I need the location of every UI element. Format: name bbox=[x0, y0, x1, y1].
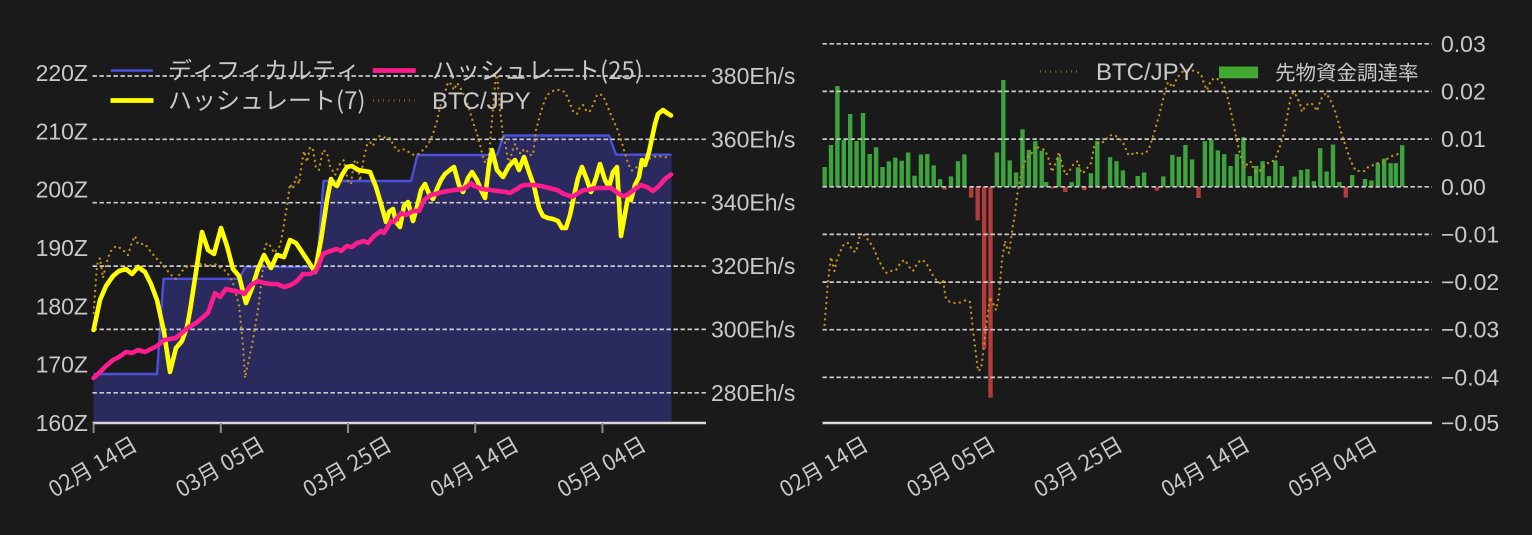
svg-text:BTC/JPY: BTC/JPY bbox=[432, 88, 531, 115]
svg-text:280Eh/s: 280Eh/s bbox=[711, 380, 795, 406]
svg-text:0.00: 0.00 bbox=[1441, 174, 1486, 200]
svg-text:220Z: 220Z bbox=[36, 60, 88, 86]
svg-text:210Z: 210Z bbox=[36, 118, 88, 144]
svg-text:300Eh/s: 300Eh/s bbox=[711, 316, 795, 342]
svg-text:−0.02: −0.02 bbox=[1441, 269, 1499, 295]
svg-text:200Z: 200Z bbox=[36, 177, 88, 203]
svg-text:BTC/JPY: BTC/JPY bbox=[1096, 59, 1195, 86]
svg-text:380Eh/s: 380Eh/s bbox=[711, 63, 795, 89]
svg-text:340Eh/s: 340Eh/s bbox=[711, 190, 795, 216]
svg-text:160Z: 160Z bbox=[36, 410, 88, 436]
svg-text:−0.03: −0.03 bbox=[1441, 317, 1499, 343]
svg-text:−0.04: −0.04 bbox=[1441, 364, 1499, 390]
svg-text:170Z: 170Z bbox=[36, 352, 88, 378]
svg-text:0.02: 0.02 bbox=[1441, 78, 1486, 104]
svg-text:−0.01: −0.01 bbox=[1441, 221, 1499, 247]
svg-text:180Z: 180Z bbox=[36, 293, 88, 319]
svg-text:190Z: 190Z bbox=[36, 235, 88, 261]
svg-text:360Eh/s: 360Eh/s bbox=[711, 126, 795, 152]
svg-text:0.01: 0.01 bbox=[1441, 126, 1486, 152]
svg-text:0.03: 0.03 bbox=[1441, 31, 1486, 57]
svg-text:320Eh/s: 320Eh/s bbox=[711, 253, 795, 279]
svg-text:−0.05: −0.05 bbox=[1441, 410, 1499, 436]
